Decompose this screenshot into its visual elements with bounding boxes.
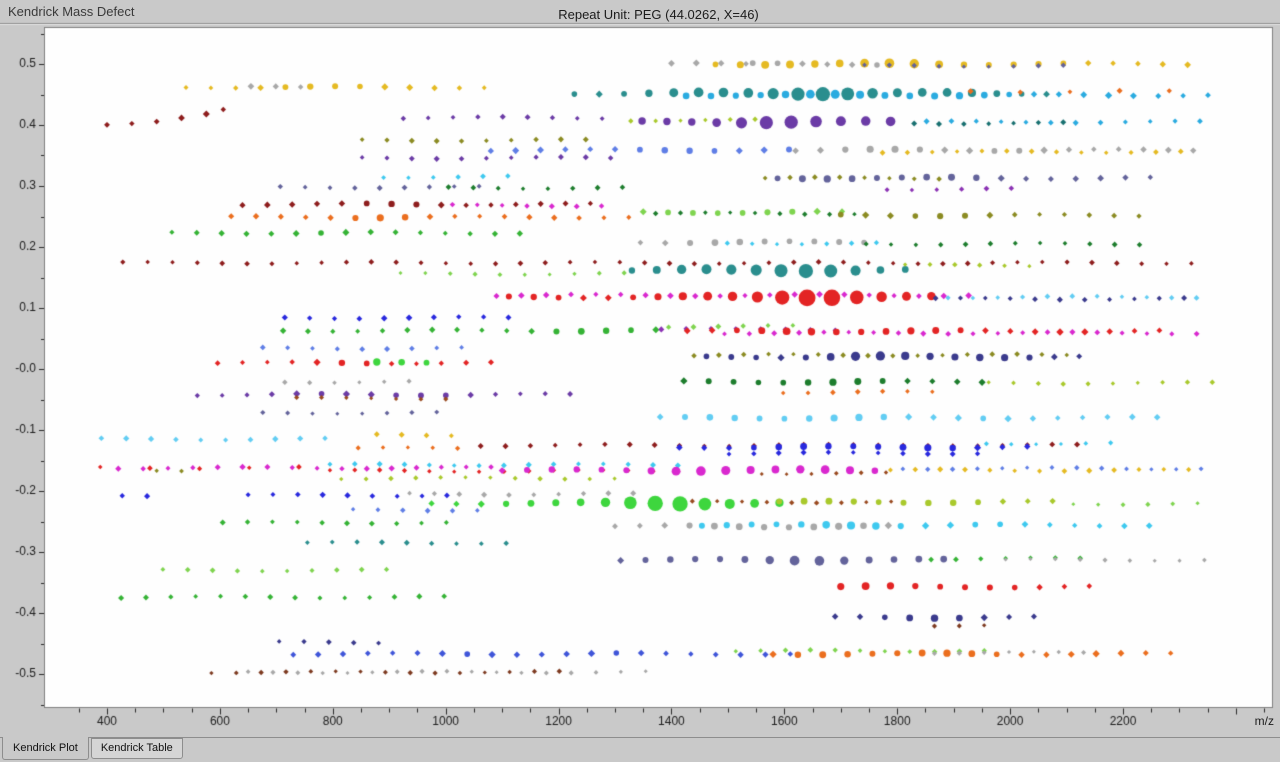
kendrick-plot-canvas[interactable] (0, 0, 1280, 737)
tab-kendrick-plot-label: Kendrick Plot (13, 742, 78, 754)
tab-kendrick-table-label: Kendrick Table (100, 742, 173, 754)
tab-kendrick-plot[interactable]: Kendrick Plot (2, 737, 89, 760)
panel-header: Kendrick Mass Defect (8, 4, 134, 19)
bottom-tab-bar: Kendrick Plot Kendrick Table (0, 737, 1280, 762)
x-axis-unit-label: m/z (1254, 714, 1274, 728)
tab-kendrick-table[interactable]: Kendrick Table (90, 738, 183, 759)
plot-title: Repeat Unit: PEG (44.0262, X=46) (558, 7, 759, 22)
panel-title: Kendrick Mass Defect (8, 4, 135, 19)
